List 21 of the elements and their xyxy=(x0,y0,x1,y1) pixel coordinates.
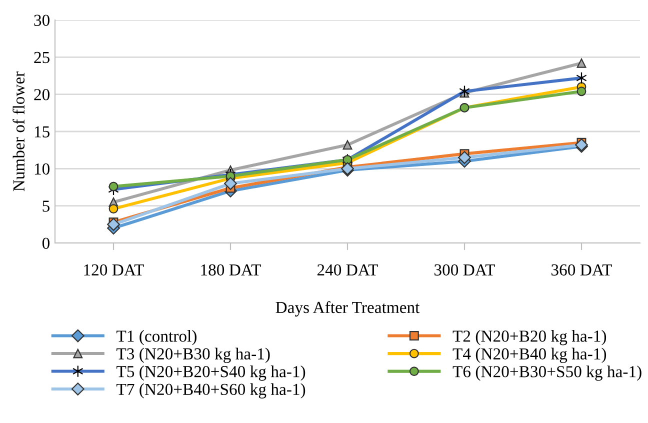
y-tick-label: 30 xyxy=(34,14,50,26)
y-tick-label: 15 xyxy=(34,126,50,138)
y-tick-label: 5 xyxy=(42,200,50,212)
y-tick-label: 20 xyxy=(34,89,50,100)
x-axis-title: Days After Treatment xyxy=(276,301,420,316)
legend-label: T3 (N20+B30 kg ha-1) xyxy=(116,348,270,363)
legend-label: T4 (N20+B40 kg ha-1) xyxy=(452,348,606,363)
x-tick-label: 300 DAT xyxy=(434,264,496,276)
y-tick-label: 10 xyxy=(34,163,50,175)
legend-label: T2 (N20+B20 kg ha-1) xyxy=(452,330,606,346)
legend-label: T1 (control) xyxy=(116,330,196,346)
legend-label: T7 (N20+B40+S60 kg ha-1) xyxy=(116,383,306,398)
y-tick-label: 0 xyxy=(42,238,50,249)
legend-label: T6 (N20+B30+S50 kg ha-1) xyxy=(452,366,642,381)
legend-label: T5 (N20+B20+S40 kg ha-1) xyxy=(116,366,306,381)
y-tick-label: 25 xyxy=(34,52,50,64)
x-tick-label: 120 DAT xyxy=(84,264,144,276)
x-tick-label: 240 DAT xyxy=(317,264,378,276)
y-axis-title: Number of flower xyxy=(12,71,25,192)
x-tick-label: 180 DAT xyxy=(201,264,262,276)
x-tick-label: 360 DAT xyxy=(552,264,612,276)
